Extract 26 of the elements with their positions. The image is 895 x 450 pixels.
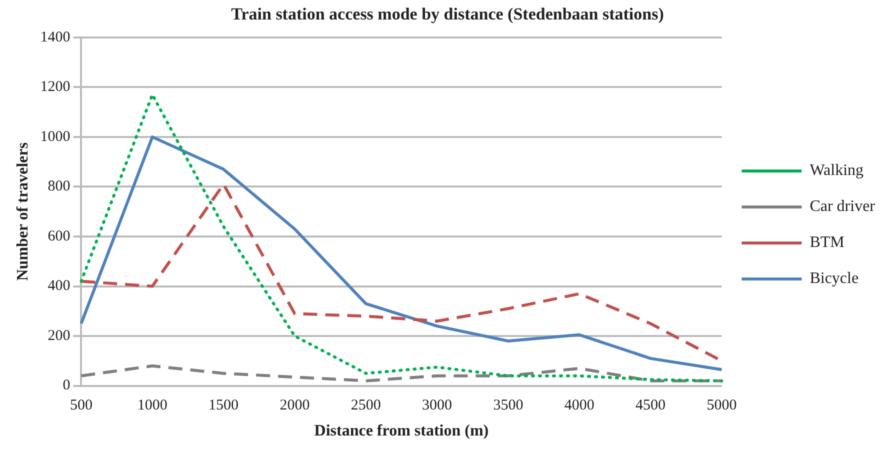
line-series (80, 364, 724, 382)
x-tick-label: 2500 (350, 398, 381, 414)
y-tick-label: 1000 (40, 128, 70, 145)
legend-label: Walking (810, 162, 864, 180)
legend-label: Car driver (810, 198, 876, 216)
y-tick-label: 1200 (40, 79, 70, 96)
y-tick-label: 400 (48, 278, 70, 294)
legend-label: BTM (810, 234, 844, 252)
x-tick-label: 1500 (208, 398, 239, 414)
chart-title: Train station access mode by distance (Stedenbaan stations) (231, 4, 664, 24)
x-tick-label: 3000 (422, 398, 452, 414)
x-tick-label: 2000 (280, 398, 310, 414)
x-tick-label: 500 (70, 398, 92, 414)
y-tick-label: 600 (48, 228, 70, 244)
x-axis-title: Distance from station (m) (314, 422, 489, 440)
x-tick-label: 4500 (636, 398, 666, 414)
x-tick-label: 5000 (706, 398, 737, 414)
y-axis-title: Number of travelers (14, 142, 32, 281)
y-tick-label: 0 (62, 378, 70, 394)
x-tick-label: 1000 (137, 398, 168, 414)
y-tick-label: 200 (48, 328, 70, 344)
y-tick-label: 1400 (40, 29, 70, 46)
legend-label: Bicycle (810, 270, 859, 288)
x-tick-label: 4000 (564, 398, 594, 414)
y-tick-label: 800 (48, 178, 70, 195)
x-tick-label: 3500 (493, 398, 524, 414)
